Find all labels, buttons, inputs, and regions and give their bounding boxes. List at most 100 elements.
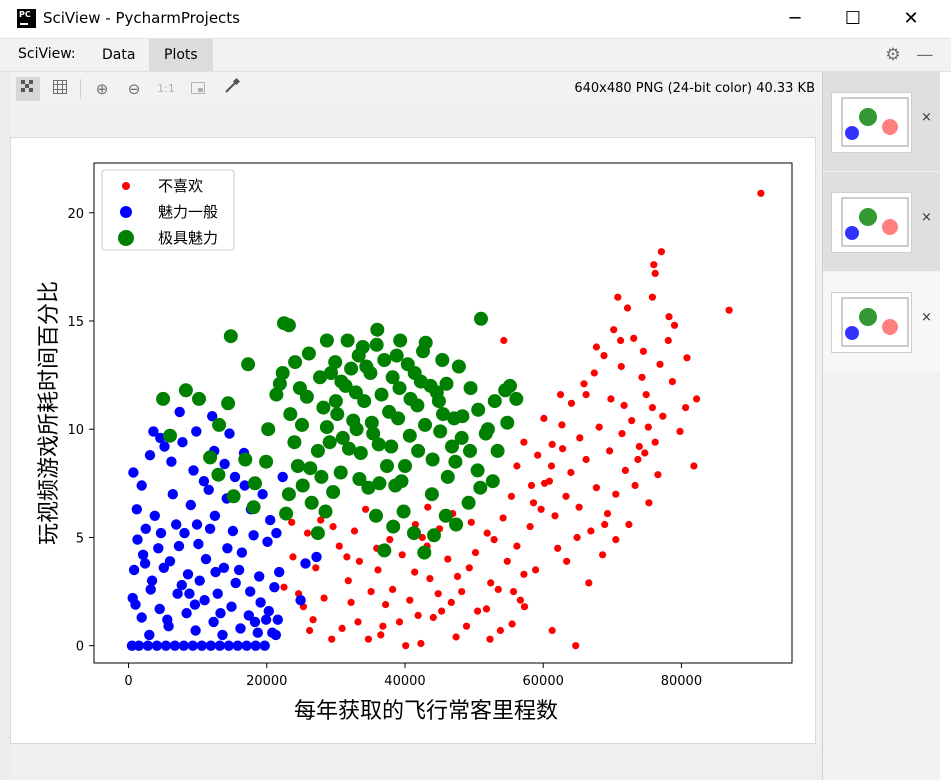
dislike-point [309, 616, 317, 624]
legend: 不喜欢 魅力一般 极具魅力 [101, 169, 235, 251]
charming-point [353, 446, 368, 460]
x-tick-label: 20000 [246, 674, 287, 689]
charming-point [295, 478, 310, 493]
charming-point [438, 508, 453, 523]
thumbnail-close-button[interactable]: × [921, 310, 932, 325]
charming-point [281, 318, 296, 333]
charming-point [290, 459, 305, 473]
charming-point [361, 480, 376, 495]
charming-point [335, 430, 350, 445]
tab-data[interactable]: Data [102, 47, 136, 63]
y-axis-ticks: 0 5 10 15 20 [67, 207, 94, 655]
y-tick-label: 0 [76, 640, 84, 655]
average-point [236, 547, 248, 558]
dislike-point [603, 510, 612, 518]
dislike-point [548, 626, 556, 635]
dislike-point [683, 354, 691, 362]
thumbnail-image [831, 92, 912, 153]
x-tick-label: 80000 [661, 674, 702, 689]
charming-point [338, 378, 353, 393]
dislike-point [520, 438, 528, 446]
dislike-point [644, 423, 652, 431]
legend-label-charming: 极具魅力 [158, 229, 218, 247]
zoom-in-icon[interactable]: ⊕ [95, 80, 109, 98]
charming-point [259, 454, 274, 469]
dislike-point [444, 555, 452, 563]
grid-icon[interactable] [48, 77, 72, 101]
average-point [149, 510, 160, 521]
color-picker-icon[interactable] [220, 77, 244, 101]
plot-canvas: 0 20000 40000 60000 80000 0 5 10 15 20 每年获取的飞行常客… [10, 137, 816, 744]
dislike-point [306, 626, 314, 635]
average-point [158, 562, 169, 573]
fit-zoom-icon[interactable] [186, 77, 210, 101]
close-button[interactable]: ✕ [903, 8, 919, 29]
legend-label-dislike: 不喜欢 [158, 177, 203, 195]
average-point [182, 569, 194, 580]
plot-thumbnail[interactable]: × [823, 72, 940, 171]
charming-point [313, 370, 327, 385]
plot-thumbnail[interactable]: × [823, 172, 940, 271]
dislike-point [651, 438, 659, 446]
charming-point [314, 469, 329, 484]
dislike-point [507, 492, 515, 500]
minus-icon[interactable]: — [916, 45, 934, 65]
charming-point [474, 311, 488, 326]
tab-plots[interactable]: Plots [149, 39, 213, 71]
average-point [133, 640, 145, 651]
average-point [130, 599, 141, 610]
average-point [250, 640, 261, 651]
average-point [222, 543, 233, 554]
charming-point [385, 370, 400, 385]
thumbnail-close-button[interactable]: × [921, 210, 932, 225]
average-point [300, 558, 311, 569]
average-point [241, 640, 252, 651]
dislike-point [607, 395, 615, 403]
thumbnail-close-button[interactable]: × [921, 110, 932, 125]
charming-point [377, 353, 392, 367]
charming-point [449, 517, 464, 532]
dislike-point [344, 577, 352, 585]
dislike-point [610, 326, 618, 334]
charming-point [418, 417, 432, 432]
average-point [227, 525, 239, 537]
charming-point [275, 366, 290, 380]
charming-point [318, 504, 333, 519]
dislike-point [625, 520, 633, 529]
charming-point [503, 378, 517, 393]
actual-size-label[interactable]: 1:1 [157, 82, 175, 95]
dislike-point [554, 544, 562, 552]
plot-thumbnails-panel: × × × [822, 72, 941, 780]
dislike-point [389, 585, 397, 593]
dislike-point [355, 557, 363, 565]
dislike-point [606, 447, 614, 455]
dislike-point [725, 306, 733, 314]
dislike-point [471, 549, 480, 557]
vertical-scrollbar[interactable] [940, 72, 951, 780]
average-point [155, 527, 167, 539]
average-point [139, 558, 151, 569]
charming-point [221, 396, 236, 411]
minimize-button[interactable]: ─ [789, 8, 801, 29]
average-point [239, 480, 250, 491]
charming-point [319, 420, 334, 435]
charming-point [324, 366, 338, 380]
gear-icon[interactable]: ⚙ [885, 45, 901, 65]
dislike-point [545, 477, 554, 485]
charming-point [163, 428, 177, 443]
plot-thumbnail-selected[interactable]: × [823, 272, 940, 371]
x-tick-label: 0 [124, 674, 132, 689]
dislike-point [620, 401, 628, 409]
dislike-point [650, 261, 658, 269]
charming-point [398, 459, 412, 473]
charming-point [471, 402, 486, 417]
average-point [145, 584, 156, 595]
average-point [248, 530, 259, 541]
dislike-point [500, 336, 508, 345]
dislike-point [682, 404, 690, 412]
chessboard-icon[interactable] [16, 77, 40, 101]
dislike-point [556, 391, 565, 399]
dislike-point [490, 536, 498, 544]
zoom-out-icon[interactable]: ⊖ [127, 80, 141, 98]
maximize-button[interactable]: ☐ [844, 8, 862, 29]
